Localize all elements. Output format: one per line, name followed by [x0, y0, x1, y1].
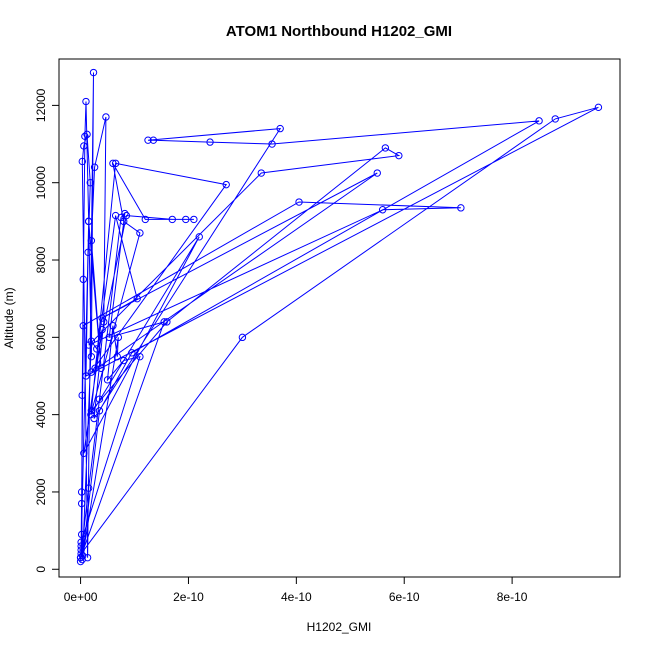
data-point — [149, 136, 158, 144]
data-point — [89, 68, 98, 77]
plot-frame — [58, 58, 621, 578]
y-axis: 0 2000 4000 6000 8000 10000 12000 — [34, 88, 60, 573]
data-point — [82, 97, 90, 106]
data-point — [113, 352, 121, 361]
data-point — [373, 169, 381, 177]
data-point — [100, 318, 108, 326]
y-tick-label: 8000 — [34, 246, 48, 273]
series-layer — [76, 68, 603, 566]
data-point — [295, 198, 303, 206]
data-point — [238, 333, 247, 342]
data-point — [182, 215, 190, 224]
data-point — [395, 151, 403, 160]
data-point — [109, 322, 117, 330]
data-point — [168, 215, 176, 224]
data-point — [91, 364, 99, 372]
x-tick-label: 8e-10 — [497, 590, 528, 604]
data-point — [87, 368, 96, 376]
data-point — [95, 407, 104, 415]
data-point — [84, 217, 93, 226]
data-point — [117, 213, 125, 222]
data-point — [141, 215, 150, 224]
data-point — [98, 314, 106, 322]
x-tick-label: 2e-10 — [173, 590, 204, 604]
data-point — [378, 206, 387, 214]
data-point — [551, 115, 559, 123]
data-point — [222, 180, 230, 189]
data-point — [535, 117, 543, 125]
data-point — [78, 157, 87, 166]
data-point — [120, 356, 128, 365]
data-point — [77, 499, 86, 508]
data-point — [195, 233, 203, 241]
data-point — [95, 395, 104, 403]
data-point — [128, 349, 136, 357]
data-point — [80, 142, 88, 150]
data-point — [136, 229, 144, 237]
data-point — [79, 322, 87, 330]
data-point — [84, 484, 93, 492]
data-point — [77, 488, 86, 496]
data-point — [102, 113, 110, 121]
data-point — [276, 124, 284, 133]
series-line — [80, 72, 599, 562]
data-point — [111, 159, 120, 168]
data-point — [87, 337, 96, 345]
data-point — [114, 333, 123, 342]
data-point — [81, 132, 89, 141]
data-point — [77, 538, 85, 546]
data-point — [86, 179, 94, 187]
data-point — [190, 215, 198, 224]
y-tick-label: 12000 — [34, 88, 48, 122]
data-point — [103, 376, 112, 384]
data-point — [594, 103, 603, 112]
data-point — [79, 275, 87, 284]
data-point — [78, 555, 86, 564]
x-axis: 0e+00 2e-10 4e-10 6e-10 8e-10 — [64, 576, 528, 604]
data-point — [133, 294, 141, 303]
data-point — [109, 159, 117, 168]
data-point — [121, 209, 129, 218]
data-point — [76, 553, 85, 562]
data-point — [268, 140, 276, 148]
chart-title: ATOM1 Northbound H1202_GMI — [226, 23, 452, 40]
data-point — [160, 318, 168, 326]
data-point — [257, 169, 265, 177]
data-point — [80, 449, 88, 457]
data-point — [87, 352, 96, 361]
data-point — [84, 248, 92, 256]
data-point — [144, 136, 152, 144]
data-point — [87, 236, 96, 245]
data-point — [163, 318, 171, 326]
data-point — [83, 130, 91, 139]
data-point — [136, 352, 144, 361]
data-point — [87, 410, 95, 419]
data-point — [78, 391, 86, 400]
data-point — [77, 530, 86, 539]
x-tick-label: 6e-10 — [389, 590, 420, 604]
x-tick-label: 4e-10 — [281, 590, 312, 604]
x-axis-label: H1202_GMI — [307, 620, 372, 634]
y-tick-label: 0 — [34, 566, 48, 573]
data-point — [77, 542, 85, 550]
y-tick-label: 4000 — [34, 401, 48, 428]
data-point — [98, 325, 106, 334]
data-point — [87, 407, 96, 415]
data-point — [206, 138, 214, 146]
data-point — [105, 333, 113, 342]
y-tick-label: 10000 — [34, 166, 48, 200]
data-point — [457, 204, 465, 212]
data-point — [381, 144, 390, 152]
y-axis-label: Altitude (m) — [2, 287, 16, 348]
data-point — [82, 372, 90, 380]
y-tick-label: 6000 — [34, 324, 48, 351]
x-tick-label: 0e+00 — [64, 590, 98, 604]
y-tick-label: 2000 — [34, 478, 48, 505]
data-point — [93, 345, 101, 353]
data-point — [79, 552, 87, 560]
data-point — [90, 163, 99, 171]
